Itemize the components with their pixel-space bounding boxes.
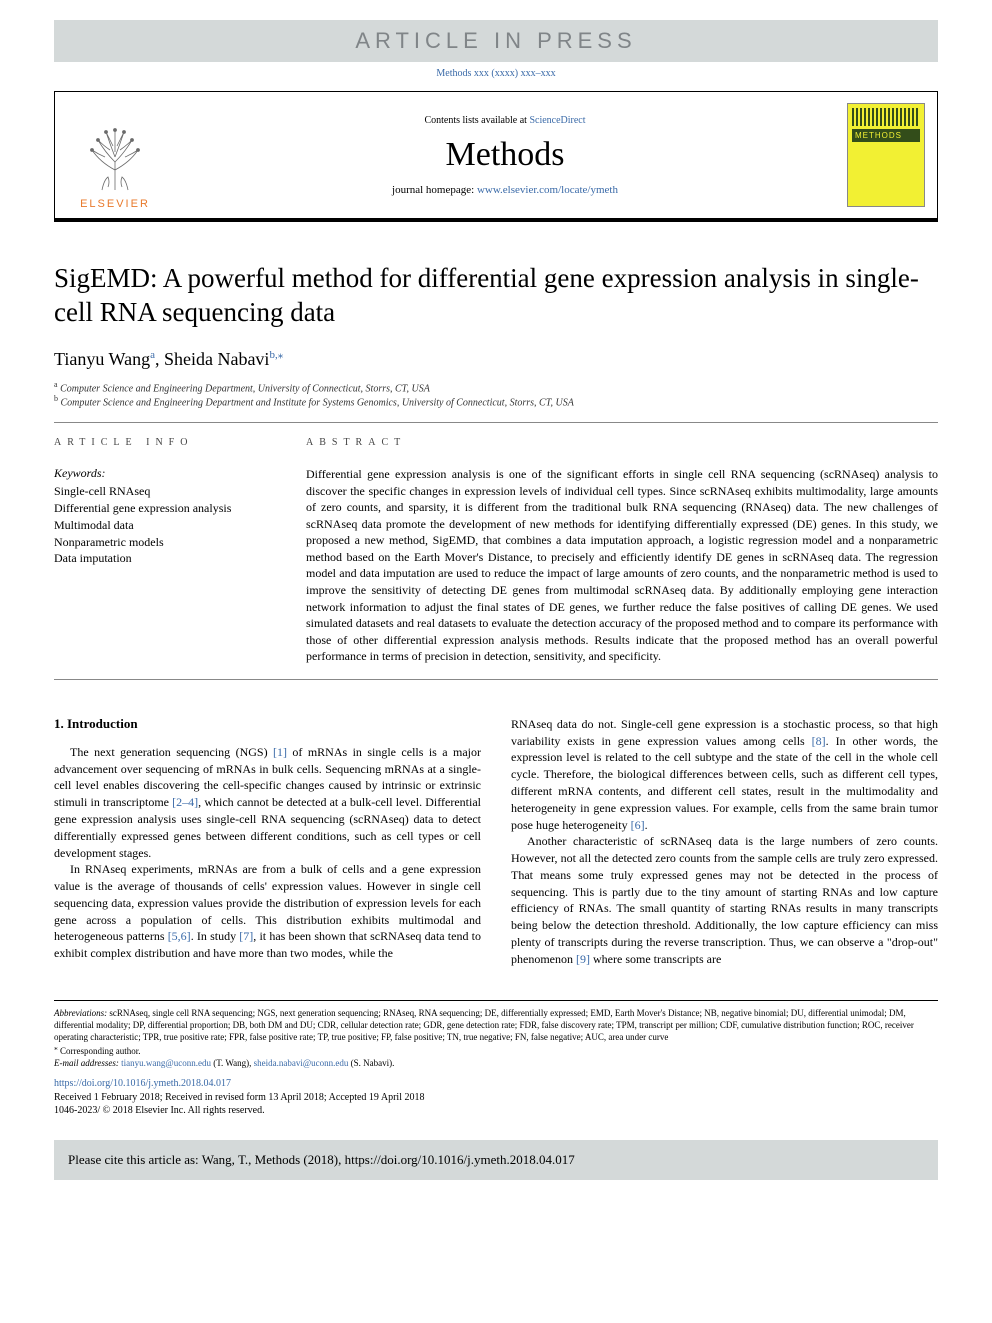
corresponding-author-footnote: ⁎ Corresponding author. [54, 1043, 938, 1057]
keyword-item: Data imputation [54, 550, 276, 567]
text-run: The next generation sequencing (NGS) [70, 745, 273, 759]
journal-header-box: ELSEVIER Contents lists available at Sci… [54, 91, 938, 219]
body-paragraph: Another characteristic of scRNAseq data … [511, 833, 938, 967]
keyword-item: Single-cell RNAseq [54, 483, 276, 500]
body-paragraph: In RNAseq experiments, mRNAs are from a … [54, 861, 481, 962]
text-run: where some transcripts are [590, 952, 721, 966]
email-link-2[interactable]: sheida.nabavi@uconn.edu [254, 1058, 349, 1068]
doi-line: https://doi.org/10.1016/j.ymeth.2018.04.… [54, 1077, 938, 1091]
keywords-label: Keywords: [54, 466, 276, 481]
ref-link[interactable]: [6] [631, 818, 645, 832]
footnotes: Abbreviations: scRNAseq, single cell RNA… [54, 1000, 938, 1118]
text-run: . In other words, the expression level i… [511, 734, 938, 832]
affiliation-b: b Computer Science and Engineering Depar… [54, 394, 938, 408]
abbrev-label: Abbreviations: [54, 1008, 107, 1018]
article-body: 1. Introduction The next generation sequ… [54, 716, 938, 968]
keywords-list: Single-cell RNAseq Differential gene exp… [54, 483, 276, 567]
text-run: . [645, 818, 648, 832]
corr-text: Corresponding author. [58, 1046, 141, 1056]
copyright-line: 1046-2023/ © 2018 Elsevier Inc. All righ… [54, 1104, 938, 1118]
contents-prefix: Contents lists available at [424, 115, 529, 126]
elsevier-tree-icon [80, 122, 150, 192]
text-run: . In study [191, 929, 240, 943]
ref-link[interactable]: [5,6] [168, 929, 191, 943]
journal-name: Methods [163, 136, 847, 174]
abbrev-text: scRNAseq, single cell RNA sequencing; NG… [54, 1008, 914, 1042]
affiliations: a Computer Science and Engineering Depar… [54, 380, 938, 409]
authors-line: Tianyu Wanga, Sheida Nabavib,⁎ [54, 348, 938, 370]
article-title: SigEMD: A powerful method for differenti… [54, 262, 938, 330]
author-1: Tianyu Wang [54, 349, 150, 369]
email-footnote: E-mail addresses: tianyu.wang@uconn.edu … [54, 1057, 938, 1069]
journal-cover-thumbnail: METHODS [847, 103, 925, 207]
homepage-prefix: journal homepage: [392, 184, 477, 196]
elsevier-logo: ELSEVIER [67, 100, 163, 210]
divider [54, 679, 938, 680]
cover-title: METHODS [852, 129, 920, 142]
divider [54, 422, 938, 423]
top-citation: Methods xxx (xxxx) xxx–xxx [54, 68, 938, 79]
journal-homepage-link[interactable]: www.elsevier.com/locate/ymeth [477, 184, 618, 196]
email-label: E-mail addresses: [54, 1058, 119, 1068]
author-1-affil: a [150, 349, 155, 361]
abstract-label: ABSTRACT [306, 437, 938, 448]
article-info-label: ARTICLE INFO [54, 437, 276, 448]
received-line: Received 1 February 2018; Received in re… [54, 1091, 938, 1105]
email-1-suffix: (T. Wang), [211, 1058, 254, 1068]
ref-link[interactable]: [2–4] [172, 795, 198, 809]
body-paragraph: RNAseq data do not. Single-cell gene exp… [511, 716, 938, 834]
article-in-press-banner: ARTICLE IN PRESS [54, 20, 938, 62]
keyword-item: Multimodal data [54, 517, 276, 534]
abstract-text: Differential gene expression analysis is… [306, 466, 938, 665]
author-2-corr: ⁎ [278, 349, 284, 361]
ref-link[interactable]: [7] [239, 929, 253, 943]
cover-strip-icon [852, 108, 920, 126]
email-2-suffix: (S. Nabavi). [348, 1058, 394, 1068]
section-heading-1: 1. Introduction [54, 716, 481, 732]
abbreviations-footnote: Abbreviations: scRNAseq, single cell RNA… [54, 1007, 938, 1043]
elsevier-wordmark: ELSEVIER [80, 198, 150, 210]
contents-available-line: Contents lists available at ScienceDirec… [163, 115, 847, 126]
sciencedirect-link[interactable]: ScienceDirect [529, 115, 585, 126]
ref-link[interactable]: [8] [812, 734, 826, 748]
citation-box: Please cite this article as: Wang, T., M… [54, 1140, 938, 1180]
keyword-item: Differential gene expression analysis [54, 500, 276, 517]
author-2: Sheida Nabavi [164, 349, 269, 369]
ref-link[interactable]: [9] [576, 952, 590, 966]
doi-link[interactable]: https://doi.org/10.1016/j.ymeth.2018.04.… [54, 1078, 231, 1089]
header-rule [54, 218, 938, 222]
text-run: Another characteristic of scRNAseq data … [511, 834, 938, 966]
affil-b-text: Computer Science and Engineering Departm… [58, 397, 574, 408]
body-paragraph: The next generation sequencing (NGS) [1]… [54, 744, 481, 862]
affiliation-a: a Computer Science and Engineering Depar… [54, 380, 938, 394]
author-2-affil: b, [269, 349, 277, 361]
ref-link[interactable]: [1] [273, 745, 287, 759]
email-link-1[interactable]: tianyu.wang@uconn.edu [121, 1058, 211, 1068]
journal-homepage-line: journal homepage: www.elsevier.com/locat… [163, 184, 847, 196]
affil-a-text: Computer Science and Engineering Departm… [58, 383, 430, 394]
keyword-item: Nonparametric models [54, 534, 276, 551]
